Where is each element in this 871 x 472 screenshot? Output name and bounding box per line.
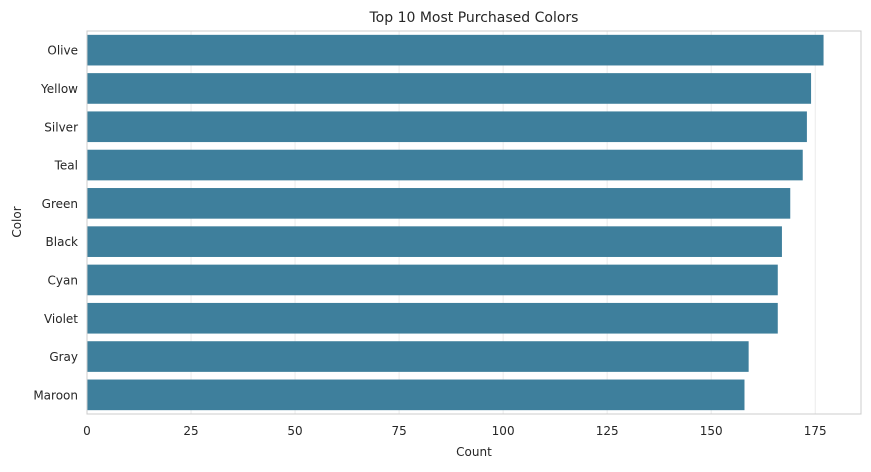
bar-silver xyxy=(87,111,807,143)
y-tick-label: Teal xyxy=(54,159,78,173)
bar-black xyxy=(87,226,782,257)
x-tick-label: 150 xyxy=(700,424,723,438)
y-tick-label: Cyan xyxy=(48,273,78,287)
x-tick-label: 25 xyxy=(183,424,198,438)
y-tick-label: Olive xyxy=(47,44,78,58)
bar-green xyxy=(87,188,791,219)
x-tick-label: 175 xyxy=(804,424,827,438)
x-axis-title: Count xyxy=(456,445,492,459)
bar-yellow xyxy=(87,73,812,104)
x-tick-label: 100 xyxy=(492,424,515,438)
y-tick-label: Green xyxy=(42,197,78,211)
y-tick-label: Silver xyxy=(44,120,78,134)
bar-violet xyxy=(87,302,778,334)
y-tick-label: Gray xyxy=(49,350,78,364)
bar-gray xyxy=(87,341,749,372)
bar-olive xyxy=(87,34,824,66)
x-tick-label: 50 xyxy=(287,424,302,438)
bar-maroon xyxy=(87,379,745,411)
bars xyxy=(87,34,824,411)
y-axis-title: Color xyxy=(10,206,24,237)
y-tick-label: Yellow xyxy=(40,82,78,96)
y-tick-label: Violet xyxy=(44,312,78,326)
x-tick-label: 0 xyxy=(83,424,91,438)
y-tick-label: Black xyxy=(46,235,79,249)
x-tick-labels: 0 25 50 75 100 125 150 175 xyxy=(83,424,826,438)
chart-title: Top 10 Most Purchased Colors xyxy=(369,10,579,26)
x-tick-label: 125 xyxy=(596,424,619,438)
plot-frame xyxy=(86,30,862,415)
bar-cyan xyxy=(87,264,778,296)
x-tick-label: 75 xyxy=(391,424,406,438)
y-tick-label: Maroon xyxy=(33,388,78,402)
y-tick-labels: Olive Yellow Silver Teal Green Black Cyan Viole… xyxy=(33,44,78,403)
bar-teal xyxy=(87,149,803,181)
